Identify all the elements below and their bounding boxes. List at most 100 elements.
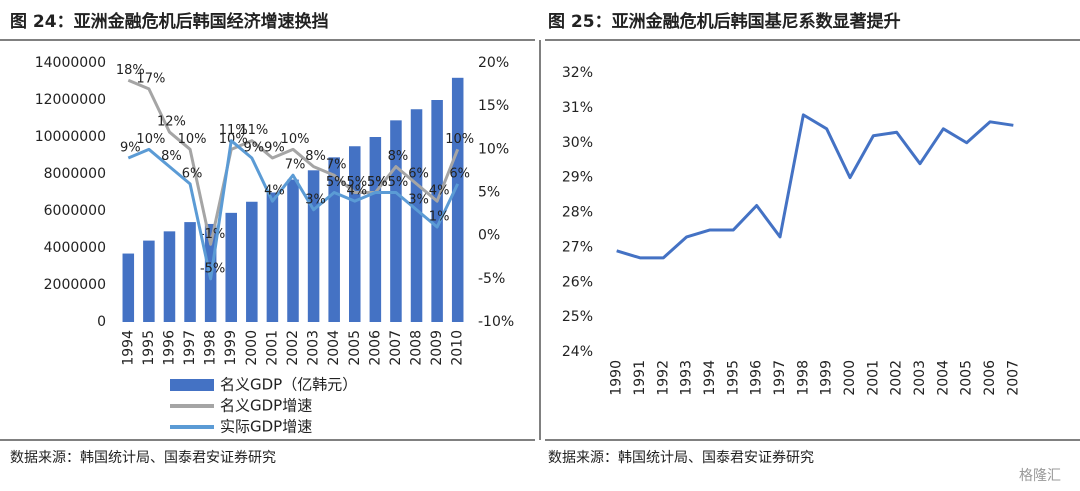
x-tick-label: 1994	[702, 360, 718, 396]
data-label: 10%	[281, 132, 310, 147]
bar	[122, 253, 135, 322]
data-label: 1%	[429, 210, 450, 225]
y-tick-label: 24%	[562, 344, 593, 360]
bar	[410, 109, 423, 322]
line	[127, 139, 460, 281]
legend-label: 名义GDP增速	[220, 397, 312, 415]
x-tick-label: 1999	[819, 360, 835, 396]
bar	[184, 222, 196, 322]
x-tick-label: 2005	[347, 330, 363, 366]
data-label: 7%	[326, 158, 347, 173]
data-label: 3%	[305, 192, 326, 207]
y-tick-label: 10000000	[35, 129, 106, 145]
data-label: 10%	[219, 132, 248, 147]
watermark: 格隆汇	[1019, 468, 1061, 484]
bar	[143, 240, 155, 322]
x-tick-label: 1991	[632, 360, 648, 396]
y-tick-label: 32%	[562, 65, 593, 81]
data-label: 6%	[449, 166, 470, 181]
y2-tick-label: 15%	[478, 98, 509, 114]
x-tick-label: 1994	[120, 330, 136, 366]
data-label: 9%	[244, 140, 265, 155]
x-tick-label: 2007	[388, 330, 404, 366]
x-tick-label: 2010	[450, 330, 466, 366]
x-tick-label: 1999	[223, 330, 239, 366]
data-label: 11%	[239, 123, 268, 138]
data-label: 5%	[367, 175, 388, 190]
y2-tick-label: -5%	[478, 271, 505, 287]
legend-label: 实际GDP增速	[220, 418, 312, 436]
x-tick-label: 2000	[244, 330, 260, 366]
y2-tick-label: 0%	[478, 228, 500, 244]
y-tick-label: 12000000	[35, 92, 106, 108]
bar	[328, 157, 340, 322]
x-tick-label: 1996	[161, 330, 177, 366]
data-label: 6%	[408, 166, 429, 181]
legend-label: 名义GDP（亿韩元）	[220, 376, 357, 394]
line	[127, 78, 460, 246]
x-tick-label: 1995	[725, 360, 741, 396]
x-tick-label: 1992	[655, 360, 671, 396]
y2-tick-label: 10%	[478, 141, 509, 157]
x-tick-label: 1993	[679, 360, 695, 396]
bar	[163, 231, 176, 322]
line	[616, 113, 1014, 260]
x-tick-label: 1996	[749, 360, 765, 396]
bar	[225, 212, 237, 322]
y2-tick-label: 5%	[478, 185, 500, 201]
y-tick-label: 2000000	[44, 277, 106, 293]
data-label: 8%	[388, 149, 409, 164]
data-label: 7%	[285, 158, 306, 173]
y-tick-label: 30%	[562, 135, 593, 151]
x-tick-label: 1997	[772, 360, 788, 396]
x-tick-label: 1998	[795, 360, 811, 396]
y-tick-label: 29%	[562, 170, 593, 186]
data-label: 5%	[367, 175, 388, 190]
data-label: 10%	[178, 132, 207, 147]
x-tick-label: 1995	[141, 330, 157, 366]
bar	[369, 137, 382, 322]
data-label: 4%	[429, 184, 450, 199]
x-tick-label: 2004	[326, 330, 342, 366]
data-label: 5%	[326, 175, 347, 190]
x-tick-label: 2004	[935, 360, 951, 396]
data-label: 18%	[116, 63, 145, 78]
data-label: 5%	[388, 175, 409, 190]
bar	[266, 192, 279, 322]
y-tick-label: 6000000	[44, 203, 106, 219]
x-tick-label: 2006	[982, 360, 998, 396]
y-tick-label: 0	[97, 314, 106, 330]
y-tick-label: 14000000	[35, 55, 106, 71]
chart-title: 图 24：亚洲金融危机后韩国经济增速换挡	[10, 11, 329, 32]
y-tick-label: 4000000	[44, 240, 106, 256]
bar	[451, 77, 464, 322]
data-label: 9%	[264, 140, 285, 155]
data-label: 4%	[264, 184, 285, 199]
x-tick-label: 2006	[367, 330, 383, 366]
y2-tick-label: -10%	[478, 314, 514, 330]
x-tick-label: 2002	[285, 330, 301, 366]
data-label: -5%	[200, 261, 225, 276]
x-tick-label: 1998	[203, 330, 219, 366]
bar	[431, 100, 443, 322]
y-tick-label: 27%	[562, 239, 593, 255]
bar	[390, 120, 402, 322]
x-tick-label: 2005	[959, 360, 975, 396]
data-label: 6%	[182, 166, 203, 181]
bar	[307, 170, 320, 322]
y-tick-label: 28%	[562, 205, 593, 221]
x-tick-label: 1997	[182, 330, 198, 366]
data-label: 4%	[346, 184, 367, 199]
data-label: -1%	[200, 227, 225, 242]
source: 数据来源：韩国统计局、国泰君安证券研究	[548, 450, 814, 466]
data-label: 9%	[120, 140, 141, 155]
chart-title: 图 25：亚洲金融危机后韩国基尼系数显著提升	[548, 11, 901, 32]
x-tick-label: 2000	[842, 360, 858, 396]
x-tick-label: 2009	[429, 330, 445, 366]
legend-swatch	[170, 379, 214, 391]
source: 数据来源：韩国统计局、国泰君安证券研究	[10, 450, 276, 466]
x-tick-label: 2001	[264, 330, 280, 366]
data-label: 3%	[408, 192, 429, 207]
bar	[287, 179, 299, 322]
